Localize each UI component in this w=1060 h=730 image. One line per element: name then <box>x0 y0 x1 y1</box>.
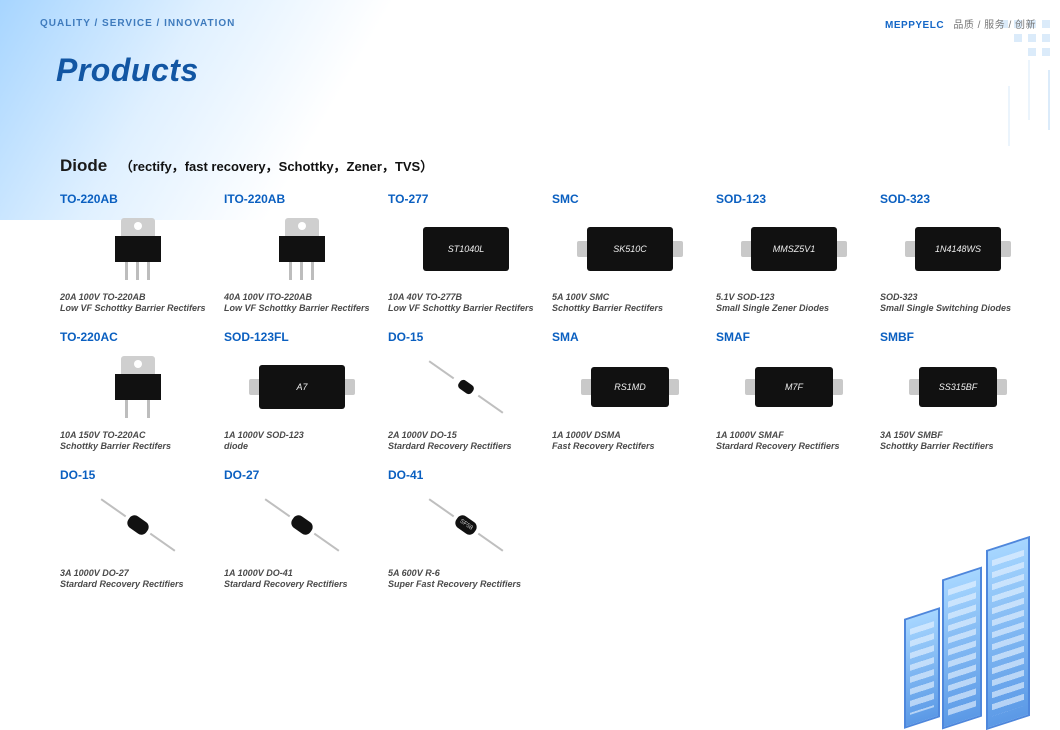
package-title: SOD-123 <box>716 192 872 206</box>
product-cell: DO-41 SF58 5A 600V R-6Super Fast Recover… <box>388 468 544 592</box>
brand-name: MEPPYELC <box>885 20 944 31</box>
package-title: DO-15 <box>388 330 544 344</box>
product-thumb: SF58 <box>388 488 544 562</box>
brand-cn: 品质 / 服务 / 创新 <box>953 20 1036 31</box>
product-desc: 5.1V SOD-123Small Single Zener Diodes <box>716 292 872 316</box>
section-paren: （rectify，fast recovery，Schottky，Zener，TV… <box>120 159 434 174</box>
package-title: SOD-123FL <box>224 330 380 344</box>
product-desc: 1A 1000V SOD-123diode <box>224 430 380 454</box>
package-title: SMBF <box>880 330 1036 344</box>
product-desc: SOD-323Small Single Switching Diodes <box>880 292 1036 316</box>
product-desc: 40A 100V ITO-220ABLow VF Schottky Barrie… <box>224 292 380 316</box>
package-title: DO-41 <box>388 468 544 482</box>
product-thumb: A7 <box>224 350 380 424</box>
product-thumb <box>224 488 380 562</box>
product-thumb: 1N4148WS <box>880 212 1036 286</box>
product-cell: SMAF M7F 1A 1000V SMAFStardard Recovery … <box>716 330 872 454</box>
product-desc: 1A 1000V SMAFStardard Recovery Rectifier… <box>716 430 872 454</box>
product-thumb: MMSZ5V1 <box>716 212 872 286</box>
package-title: SOD-323 <box>880 192 1036 206</box>
product-desc: 20A 100V TO-220ABLow VF Schottky Barrier… <box>60 292 216 316</box>
product-cell: DO-15 3A 1000V DO-27Stardard Recovery Re… <box>60 468 216 592</box>
product-desc: 5A 600V R-6Super Fast Recovery Rectifier… <box>388 568 544 592</box>
product-thumb: SS315BF <box>880 350 1036 424</box>
product-thumb <box>224 212 380 286</box>
product-thumb: M7F <box>716 350 872 424</box>
product-cell: TO-220AB 20A 100V TO-220ABLow VF Schottk… <box>60 192 216 316</box>
package-title: SMAF <box>716 330 872 344</box>
package-title: TO-220AC <box>60 330 216 344</box>
product-thumb <box>60 350 216 424</box>
product-thumb <box>388 350 544 424</box>
page-title: Products <box>56 52 199 89</box>
product-desc: 5A 100V SMCSchottky Barrier Rectifers <box>552 292 708 316</box>
product-desc: 3A 150V SMBFSchottky Barrier Rectifiers <box>880 430 1036 454</box>
product-thumb <box>60 488 216 562</box>
product-cell: SOD-123FL A7 1A 1000V SOD-123diode <box>224 330 380 454</box>
product-thumb: RS1MD <box>552 350 708 424</box>
package-title: SMA <box>552 330 708 344</box>
product-cell: SOD-123 MMSZ5V1 5.1V SOD-123Small Single… <box>716 192 872 316</box>
product-thumb <box>60 212 216 286</box>
product-cell: ITO-220AB 40A 100V ITO-220ABLow VF Schot… <box>224 192 380 316</box>
package-title: DO-27 <box>224 468 380 482</box>
header: QUALITY / SERVICE / INNOVATION MEPPYELC … <box>40 16 1036 31</box>
product-thumb: SK510C <box>552 212 708 286</box>
product-desc: 3A 1000V DO-27Stardard Recovery Rectifie… <box>60 568 216 592</box>
product-cell: SOD-323 1N4148WS SOD-323Small Single Swi… <box>880 192 1036 316</box>
product-grid: TO-220AB 20A 100V TO-220ABLow VF Schottk… <box>60 192 1040 592</box>
package-title: ITO-220AB <box>224 192 380 206</box>
section-name: Diode <box>60 156 107 175</box>
product-cell: SMA RS1MD 1A 1000V DSMAFast Recovery Rec… <box>552 330 708 454</box>
package-title: TO-220AB <box>60 192 216 206</box>
brand: MEPPYELC 品质 / 服务 / 创新 <box>885 16 1036 31</box>
product-thumb: ST1040L <box>388 212 544 286</box>
product-cell: SMBF SS315BF 3A 150V SMBFSchottky Barrie… <box>880 330 1036 454</box>
product-desc: 10A 40V TO-277BLow VF Schottky Barrier R… <box>388 292 544 316</box>
tagline: QUALITY / SERVICE / INNOVATION <box>40 18 235 29</box>
bg-gradient <box>0 0 420 220</box>
package-title: TO-277 <box>388 192 544 206</box>
package-title: SMC <box>552 192 708 206</box>
product-cell: SMC SK510C 5A 100V SMCSchottky Barrier R… <box>552 192 708 316</box>
product-desc: 1A 1000V DSMAFast Recovery Rectifers <box>552 430 708 454</box>
product-cell: TO-220AC 10A 150V TO-220ACSchottky Barri… <box>60 330 216 454</box>
product-desc: 1A 1000V DO-41Stardard Recovery Rectifie… <box>224 568 380 592</box>
section-heading: Diode （rectify，fast recovery，Schottky，Ze… <box>60 156 433 176</box>
product-desc: 10A 150V TO-220ACSchottky Barrier Rectif… <box>60 430 216 454</box>
package-title: DO-15 <box>60 468 216 482</box>
product-cell: DO-27 1A 1000V DO-41Stardard Recovery Re… <box>224 468 380 592</box>
product-cell: DO-15 2A 1000V DO-15Stardard Recovery Re… <box>388 330 544 454</box>
product-desc: 2A 1000V DO-15Stardard Recovery Rectifie… <box>388 430 544 454</box>
product-cell: TO-277 ST1040L 10A 40V TO-277BLow VF Sch… <box>388 192 544 316</box>
